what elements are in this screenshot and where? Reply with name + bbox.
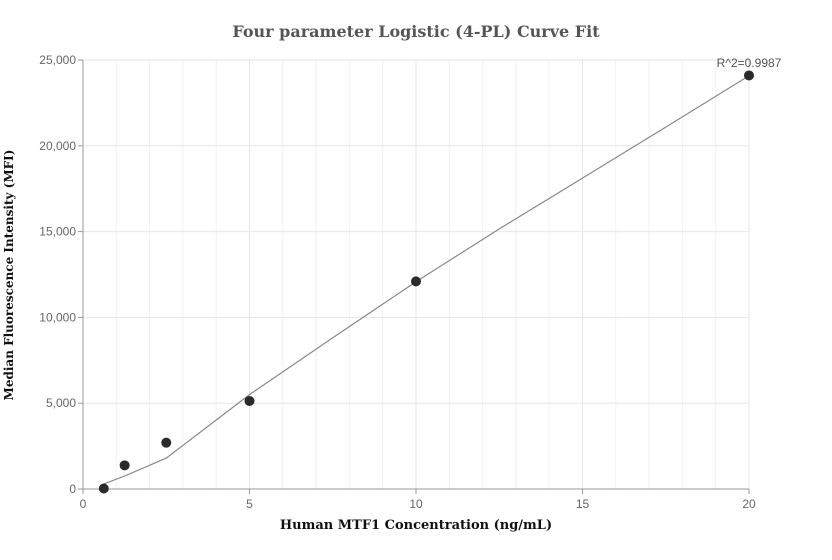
- x-tick-label: 20: [742, 497, 756, 511]
- r-squared-annotation: R^2=0.9987: [717, 56, 782, 70]
- axis-layer: 0 5 10 15 20 0 5,000 10,000 15,000 20,000 25,000: [39, 53, 756, 511]
- data-point: [244, 395, 255, 406]
- y-tick-label: 15,000: [39, 225, 76, 239]
- fit-curve-line: [103, 75, 750, 485]
- data-point: [119, 460, 130, 471]
- grid-layer: [83, 59, 750, 489]
- y-tick-label: 0: [69, 482, 76, 496]
- y-axis-title: Median Fluorescence Intensity (MFI): [2, 149, 16, 401]
- x-tick-label: 5: [246, 497, 253, 511]
- y-tick-label: 10,000: [39, 310, 76, 324]
- x-tick-label: 0: [80, 497, 87, 511]
- y-tick-label: 5,000: [46, 396, 76, 410]
- x-tick-label: 15: [576, 497, 590, 511]
- data-point: [161, 437, 172, 448]
- chart-title: Four parameter Logistic (4-PL) Curve Fit: [232, 22, 600, 41]
- y-tick-label: 20,000: [39, 139, 76, 153]
- data-point: [411, 276, 421, 287]
- data-point: [98, 483, 109, 494]
- x-axis-title: Human MTF1 Concentration (ng/mL): [279, 518, 553, 533]
- data-point: [744, 70, 754, 81]
- fit-curve-layer: [103, 75, 750, 485]
- x-tick-label: 10: [409, 497, 423, 511]
- y-tick-label: 25,000: [39, 53, 76, 67]
- data-points-layer: [98, 70, 754, 494]
